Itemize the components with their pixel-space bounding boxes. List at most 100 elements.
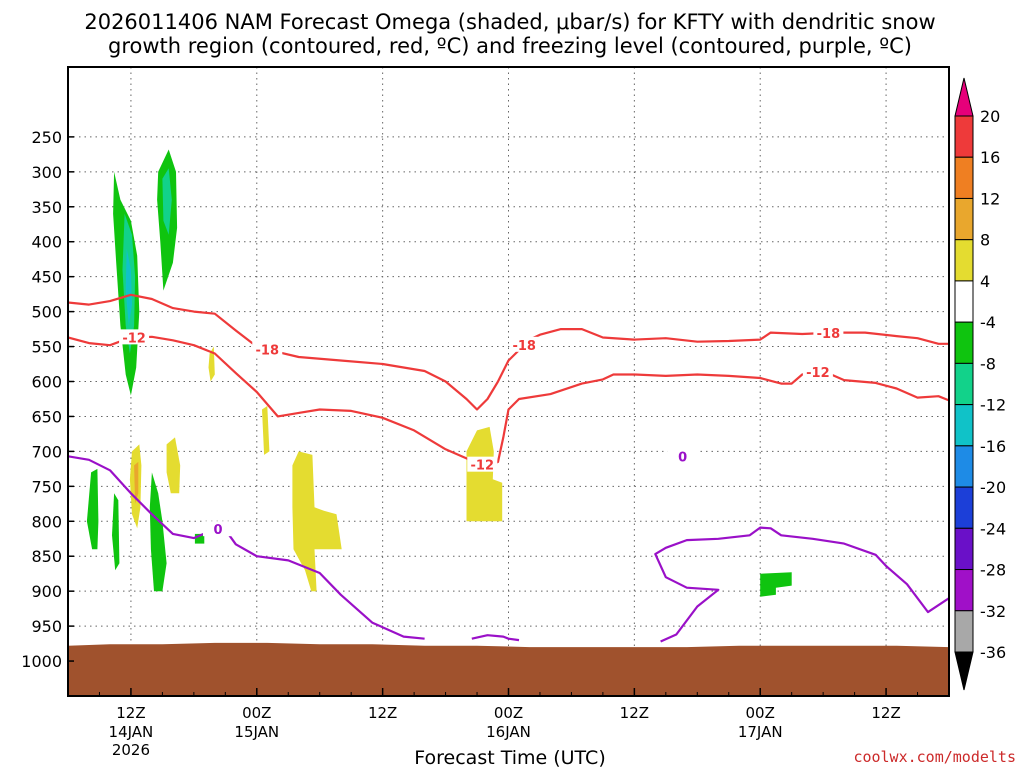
omega-region-14 bbox=[262, 406, 270, 455]
colorbar: 20 16 12 8 4 -4 -8 -12 -16 -20 -24 -28 -32 -36 bbox=[954, 77, 1006, 691]
colorbar-label-5: -4 bbox=[980, 313, 996, 332]
colorbar-swatch-12 bbox=[954, 610, 974, 653]
omega-region-2 bbox=[125, 248, 132, 326]
colorbar-label-1: 16 bbox=[980, 148, 1000, 167]
y-tick-label-900: 900 bbox=[31, 582, 62, 601]
colorbar-label-6: -8 bbox=[980, 354, 996, 373]
y-tick-label-950: 950 bbox=[31, 617, 62, 636]
colorbar-swatch-10 bbox=[954, 527, 974, 571]
contour-label-1-1: -18 bbox=[512, 339, 536, 354]
contour-label-1-2: -18 bbox=[817, 327, 841, 342]
y-axis-ticks: 250 300 350 400 450 500 550 600 650 700 750 800 850 9… bbox=[21, 128, 74, 671]
contour-label-1-0: -18 bbox=[256, 343, 280, 358]
colorbar-swatch-5 bbox=[954, 321, 974, 364]
grid-lines bbox=[68, 67, 949, 696]
colorbar-top-arrow bbox=[954, 77, 974, 117]
colorbar-label-11: -28 bbox=[980, 561, 1006, 580]
x-tick-label2-12: 14JAN bbox=[109, 723, 154, 741]
x-axis-label: Forecast Time (UTC) bbox=[414, 747, 605, 768]
colorbar-swatch-4 bbox=[954, 280, 974, 323]
colorbar-label-7: -12 bbox=[980, 396, 1006, 415]
colorbar-swatch-0 bbox=[954, 115, 974, 158]
colorbar-label-2: 12 bbox=[980, 189, 1000, 208]
colorbar-label-10: -24 bbox=[980, 519, 1006, 538]
x-tick-label2-24: 15JAN bbox=[234, 723, 279, 741]
contour-line-2 bbox=[68, 455, 425, 640]
omega-region-4 bbox=[162, 168, 172, 235]
omega-region-6 bbox=[112, 493, 120, 571]
contour-label-0-2: -12 bbox=[806, 366, 830, 381]
colorbar-label-9: -20 bbox=[980, 478, 1006, 497]
colorbar-swatch-1 bbox=[954, 156, 974, 199]
x-tick-label2-48: 16JAN bbox=[486, 723, 531, 741]
y-tick-label-250: 250 bbox=[31, 128, 62, 147]
contour-label-bg-1-1 bbox=[509, 336, 540, 352]
chart-title-line1: 2026011406 NAM Forecast Omega (shaded, μ… bbox=[84, 10, 935, 34]
x-tick-label1-84: 12Z bbox=[871, 704, 900, 722]
colorbar-label-3: 8 bbox=[980, 231, 990, 250]
contour-line-3 bbox=[471, 634, 520, 642]
x-tick-label1-72: 00Z bbox=[746, 704, 775, 722]
contour-label-bg-0-1 bbox=[467, 456, 498, 472]
y-tick-label-350: 350 bbox=[31, 198, 62, 217]
colorbar-label-8: -16 bbox=[980, 437, 1006, 456]
y-tick-label-750: 750 bbox=[31, 477, 62, 496]
chart-title-line2: growth region (contoured, red, ºC) and f… bbox=[108, 34, 912, 58]
x-tick-label1-24: 00Z bbox=[242, 704, 271, 722]
y-tick-label-400: 400 bbox=[31, 233, 62, 252]
y-tick-label-550: 550 bbox=[31, 338, 62, 357]
contour-label-0-0: -12 bbox=[122, 331, 146, 346]
omega-region-16 bbox=[466, 426, 503, 522]
contour-line-1 bbox=[68, 293, 949, 411]
contour-label-2-0: 0 bbox=[213, 523, 222, 538]
x-tick-label3-12: 2026 bbox=[112, 741, 150, 759]
colorbar-label-4: 4 bbox=[980, 272, 990, 291]
omega-region-5 bbox=[86, 468, 99, 550]
contour-label-2-1: 0 bbox=[678, 450, 687, 465]
omega-shading-layer bbox=[86, 149, 792, 597]
colorbar-swatch-2 bbox=[954, 197, 974, 241]
colorbar-swatch-3 bbox=[954, 239, 974, 282]
colorbar-swatch-9 bbox=[954, 486, 974, 529]
omega-region-13 bbox=[208, 346, 215, 382]
contour-label-layer: -12 -12 -12 -18 -18 -18 0 0 bbox=[119, 324, 844, 538]
y-tick-label-500: 500 bbox=[31, 303, 62, 322]
x-tick-label1-60: 12Z bbox=[620, 704, 649, 722]
ground-layer bbox=[68, 642, 949, 696]
credit-text: coolwx.com/modelts bbox=[853, 748, 1016, 766]
colorbar-label-13: -36 bbox=[980, 643, 1006, 662]
x-tick-label1-48: 00Z bbox=[494, 704, 523, 722]
contour-label-bg-0-2 bbox=[802, 363, 833, 379]
x-tick-label2-72: 17JAN bbox=[738, 723, 783, 741]
omega-region-12 bbox=[166, 437, 181, 494]
contour-label-0-1: -12 bbox=[471, 459, 495, 474]
omega-region-11 bbox=[134, 461, 139, 504]
colorbar-label-0: 20 bbox=[980, 107, 1000, 126]
contour-line-4 bbox=[654, 526, 949, 643]
y-tick-label-650: 650 bbox=[31, 407, 62, 426]
omega-region-9 bbox=[760, 572, 792, 597]
x-tick-label1-36: 12Z bbox=[368, 704, 397, 722]
colorbar-label-12: -32 bbox=[980, 602, 1006, 621]
y-tick-label-700: 700 bbox=[31, 442, 62, 461]
y-tick-label-850: 850 bbox=[31, 547, 62, 566]
contour-label-bg-1-0 bbox=[252, 341, 283, 357]
colorbar-swatch-6 bbox=[954, 362, 974, 406]
colorbar-swatch-11 bbox=[954, 569, 974, 612]
y-tick-label-450: 450 bbox=[31, 268, 62, 287]
x-tick-label1-12: 12Z bbox=[116, 704, 145, 722]
contour-label-bg-2-0 bbox=[202, 521, 233, 537]
y-tick-label-300: 300 bbox=[31, 163, 62, 182]
y-tick-label-800: 800 bbox=[31, 512, 62, 531]
colorbar-swatch-8 bbox=[954, 445, 974, 488]
y-tick-label-1000: 1000 bbox=[21, 652, 62, 671]
colorbar-swatch-7 bbox=[954, 404, 974, 447]
ground-fill bbox=[68, 642, 949, 696]
colorbar-bottom-arrow bbox=[954, 651, 974, 691]
omega-region-15 bbox=[292, 451, 342, 592]
contour-label-bg-0-0 bbox=[119, 329, 150, 345]
contour-label-bg-2-1 bbox=[667, 448, 698, 464]
contour-label-bg-1-2 bbox=[813, 324, 844, 340]
